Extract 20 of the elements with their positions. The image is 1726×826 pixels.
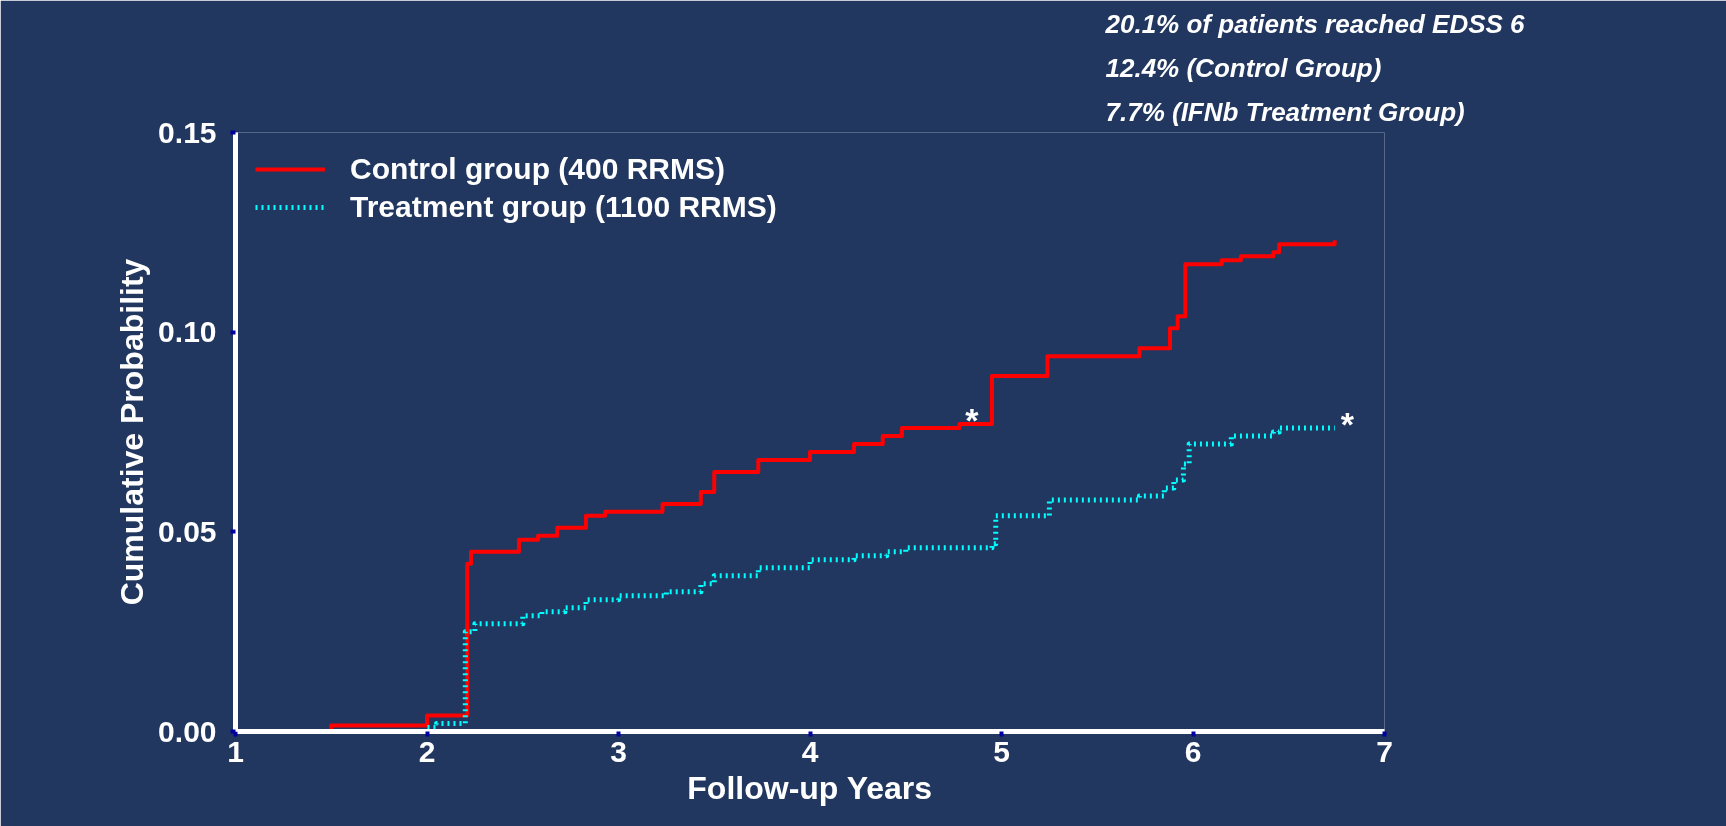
x-axis-title: Follow-up Years [687, 769, 933, 806]
annotation: * [965, 401, 980, 440]
text: 12.4% (Control Group) [1105, 52, 1382, 83]
x-tick-label: 3 [610, 734, 627, 768]
y-tick-label: 0.15 [158, 115, 217, 149]
x-tick-label: 2 [418, 734, 436, 768]
x-tick-label: 5 [993, 734, 1010, 768]
x-tick-label: 1 [227, 734, 244, 768]
y-tick-label: 0.05 [158, 514, 217, 548]
legend-label: Control group (400 RRMS) [350, 152, 725, 186]
text: 20.1% of patients reached EDSS 6 [1104, 8, 1526, 39]
y-tick-label: 0.00 [158, 714, 217, 748]
legend-label: Treatment group (1100 RRMS) [350, 190, 777, 224]
x-tick-label: 6 [1184, 734, 1202, 768]
y-tick-label: 0.10 [158, 315, 217, 349]
x-tick-label: 4 [801, 734, 819, 768]
annotation: * [1340, 405, 1355, 444]
y-axis-title: Cumulative Probability [114, 258, 151, 606]
x-tick-label: 7 [1376, 734, 1393, 768]
text: 7.7% (IFNb Treatment Group) [1105, 96, 1465, 127]
